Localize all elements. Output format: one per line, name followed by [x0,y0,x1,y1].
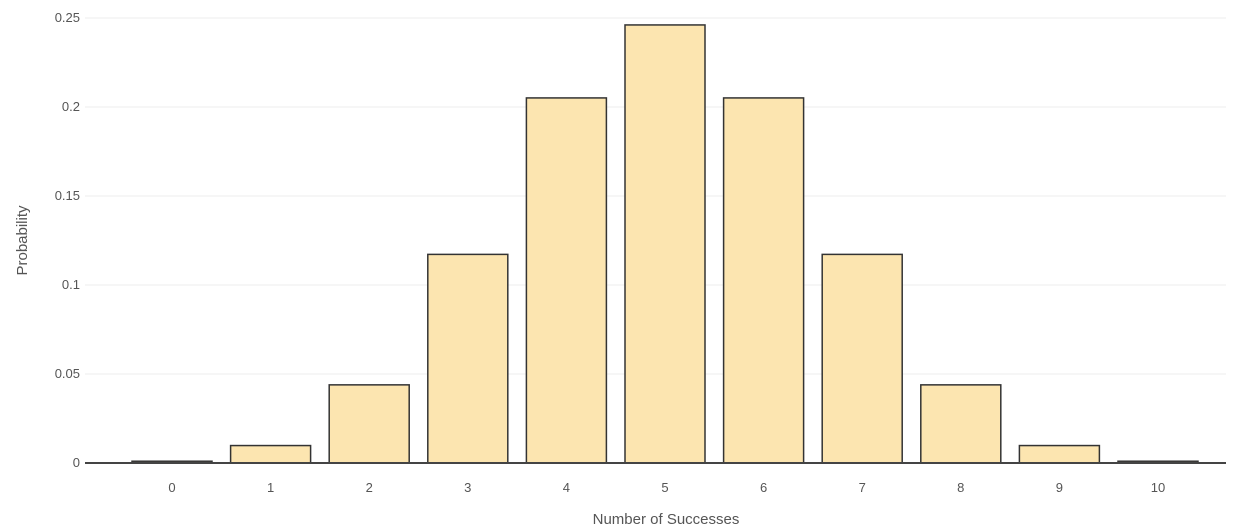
y-tick-label: 0 [73,455,80,470]
bar-6 [722,97,805,464]
y-tick-label: 0.25 [55,10,80,25]
x-tick-label: 6 [760,480,767,495]
bar-5 [624,24,706,464]
x-tick-label: 5 [661,480,668,495]
x-tick-label: 4 [563,480,570,495]
x-tick-label: 8 [957,480,964,495]
bars [131,24,1199,464]
bar-3 [427,253,509,464]
x-tick-label: 7 [859,480,866,495]
y-tick-label: 0.05 [55,366,80,381]
bar-1 [229,444,312,464]
x-tick-label: 3 [464,480,471,495]
bar-7 [821,253,903,464]
x-tick-label: 10 [1151,480,1165,495]
x-tick-label: 0 [168,480,175,495]
x-tick-label: 9 [1056,480,1063,495]
x-tick-label: 2 [366,480,373,495]
y-tick-label: 0.1 [62,277,80,292]
axes: 0 0.05 0.1 0.15 0.2 0.25 0 1 2 3 4 5 6 7 8 9 10 [55,10,1226,495]
y-tick-label: 0.15 [55,188,80,203]
bar-4 [525,97,608,464]
bar-8 [920,384,1002,464]
bar-2 [328,384,410,464]
y-tick-label: 0.2 [62,99,80,114]
y-axis-title: Probability [14,205,31,276]
bar-9 [1018,444,1101,464]
x-tick-label: 1 [267,480,274,495]
x-axis-title: Number of Successes [593,511,740,528]
